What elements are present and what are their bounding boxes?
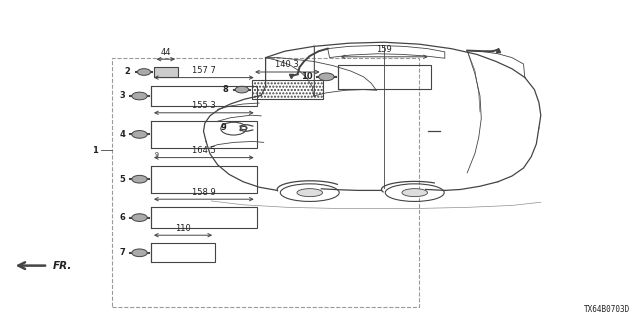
Circle shape [319, 73, 334, 81]
Circle shape [132, 175, 147, 183]
Text: 159: 159 [376, 45, 392, 54]
Text: 10: 10 [301, 72, 312, 81]
Bar [154, 67, 178, 77]
Bar [151, 243, 215, 262]
Text: 6: 6 [120, 213, 125, 222]
Circle shape [132, 249, 147, 257]
Bar [151, 207, 257, 228]
Circle shape [132, 214, 147, 221]
Text: 155 3: 155 3 [192, 101, 216, 110]
Text: 9: 9 [154, 152, 158, 157]
Circle shape [132, 92, 147, 100]
Ellipse shape [297, 188, 323, 196]
Ellipse shape [402, 188, 428, 196]
Text: 3: 3 [120, 92, 125, 100]
Bar [338, 65, 431, 89]
Text: TX64B0703D: TX64B0703D [584, 305, 630, 314]
Text: 164 5: 164 5 [192, 146, 216, 155]
Text: 4: 4 [120, 130, 125, 139]
Text: 1: 1 [92, 146, 98, 155]
Text: 7: 7 [120, 248, 125, 257]
Text: 110: 110 [175, 224, 191, 233]
Text: 5: 5 [120, 175, 125, 184]
Bar [151, 166, 257, 193]
Text: 157 7: 157 7 [192, 66, 216, 75]
Text: 9: 9 [220, 124, 226, 132]
Bar [252, 80, 323, 99]
Bar [151, 86, 257, 106]
Text: 140 3: 140 3 [275, 60, 300, 69]
Circle shape [132, 131, 147, 138]
Text: 158 9: 158 9 [192, 188, 216, 196]
Text: 44: 44 [161, 48, 171, 57]
Bar [151, 121, 257, 148]
Bar [112, 58, 419, 307]
Circle shape [236, 86, 248, 93]
Text: FR.: FR. [52, 260, 72, 271]
Text: 8: 8 [222, 85, 228, 94]
Text: 2: 2 [124, 68, 130, 76]
Circle shape [138, 69, 150, 75]
